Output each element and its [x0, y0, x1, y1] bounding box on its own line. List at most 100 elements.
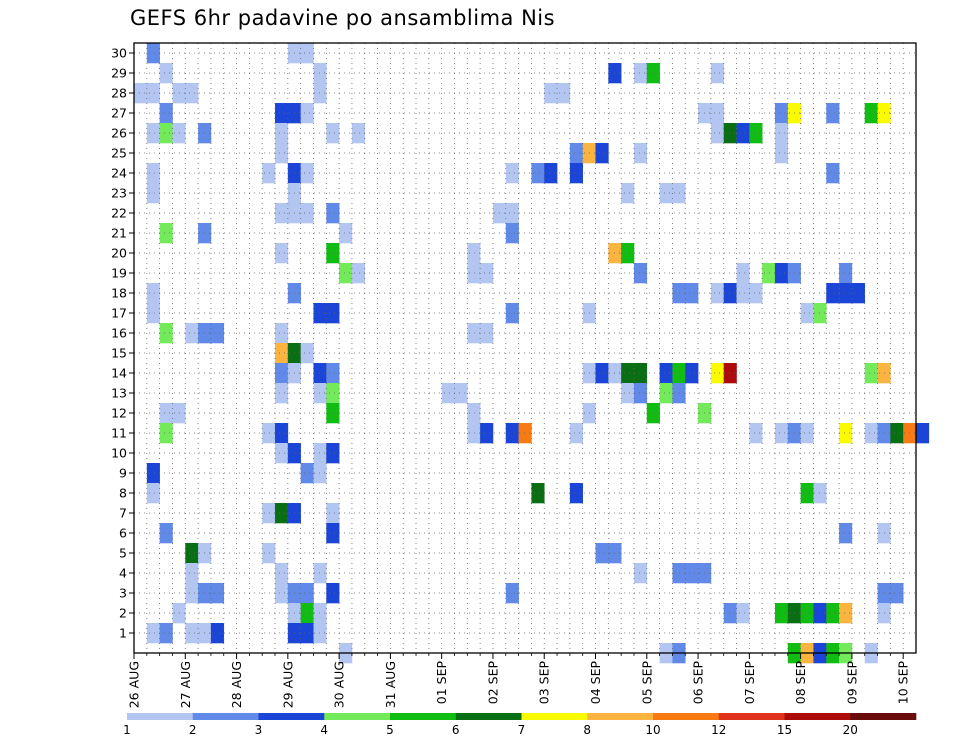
legend-swatch	[455, 713, 522, 720]
heatmap-cell	[300, 103, 314, 124]
heatmap-cell	[569, 483, 583, 504]
heatmap-cell	[800, 483, 814, 504]
heatmap-cell	[313, 563, 327, 584]
legend-label: 10	[645, 723, 660, 737]
heatmap-cell	[480, 263, 494, 284]
legend-label: 6	[452, 723, 460, 737]
heatmap-cell	[710, 283, 725, 304]
heatmap-cell	[826, 163, 840, 184]
heatmap-cell	[300, 163, 314, 184]
heatmap-cell	[633, 63, 648, 84]
heatmap-cell	[800, 603, 814, 624]
legend-swatch	[653, 713, 720, 720]
legend-label: 7	[518, 723, 526, 737]
heatmap-cell	[505, 203, 519, 224]
legend-swatch	[587, 713, 654, 720]
heatmap-cell	[672, 183, 686, 204]
heatmap-cell	[326, 583, 340, 604]
y-tick-label: 30	[111, 46, 127, 61]
heatmap-cell	[774, 103, 789, 124]
heatmap-cell	[569, 423, 583, 444]
heatmap-cell	[633, 143, 648, 164]
heatmap-cell	[531, 163, 545, 184]
heatmap-cell	[326, 523, 340, 544]
heatmap-cell	[300, 583, 314, 604]
heatmap-cell	[826, 603, 840, 624]
y-tick-label: 27	[111, 106, 127, 121]
y-tick-label: 9	[119, 466, 127, 481]
heatmap-cell	[313, 363, 327, 384]
heatmap-cell	[505, 303, 519, 324]
heatmap-cell	[326, 403, 340, 424]
heatmap-cell	[505, 423, 519, 444]
heatmap-cell	[146, 83, 160, 104]
heatmap-cell	[467, 263, 481, 284]
heatmap-cell	[185, 623, 199, 644]
legend-label: 20	[843, 723, 858, 737]
heatmap-cell	[326, 203, 340, 224]
legend-swatch	[390, 713, 457, 720]
legend-label: 12	[711, 723, 726, 737]
y-tick-label: 1	[119, 626, 127, 641]
y-tick-label: 25	[111, 146, 127, 161]
heatmap-cell	[672, 363, 686, 384]
x-tick-label: 28 AUG	[229, 661, 244, 708]
heatmap-cell	[505, 223, 519, 244]
heatmap-cell	[313, 303, 327, 324]
heatmap-cell	[480, 423, 494, 444]
heatmap-cell	[159, 123, 173, 144]
heatmap-cell	[659, 383, 673, 404]
y-tick-label: 4	[119, 566, 127, 581]
heatmap-cell	[185, 563, 199, 584]
x-tick-label: 03 SEP	[537, 661, 552, 705]
heatmap-cell	[146, 163, 160, 184]
heatmap-cell	[723, 123, 737, 144]
y-tick-label: 19	[111, 266, 127, 281]
heatmap-cell	[467, 243, 481, 264]
heatmap-cell	[159, 63, 173, 84]
heatmap-cell	[159, 103, 173, 124]
heatmap-cell	[685, 563, 699, 584]
heatmap-cell	[736, 123, 750, 144]
legend-swatch	[784, 713, 851, 720]
heatmap-cell	[326, 443, 340, 464]
heatmap-cell	[595, 543, 609, 564]
heatmap-cell	[275, 203, 289, 224]
heatmap-cell	[275, 443, 289, 464]
plot-frame	[133, 42, 917, 654]
heatmap-cell	[710, 363, 725, 384]
heatmap-cell	[544, 83, 558, 104]
heatmap-cell	[146, 123, 160, 144]
heatmap-cell	[839, 263, 853, 284]
heatmap-cell	[275, 363, 289, 384]
heatmap-cell	[710, 123, 725, 144]
heatmap-cell	[633, 263, 648, 284]
legend-label: 3	[255, 723, 263, 737]
heatmap-cell	[134, 83, 148, 104]
heatmap-cell	[275, 503, 289, 524]
heatmap-cell	[633, 363, 648, 384]
heatmap-cell	[300, 43, 314, 64]
heatmap-cell	[569, 163, 583, 184]
y-tick-label: 12	[111, 406, 127, 421]
heatmap-cell	[351, 123, 366, 144]
heatmap-cell	[300, 623, 314, 644]
y-tick-label: 17	[111, 306, 127, 321]
heatmap-cell	[762, 263, 776, 284]
heatmap-cell	[736, 263, 750, 284]
heatmap-cell	[262, 423, 276, 444]
plot-area	[134, 43, 916, 653]
heatmap-cell	[275, 423, 289, 444]
y-tick-label: 26	[111, 126, 127, 141]
heatmap-cell	[146, 623, 160, 644]
heatmap-cell	[326, 243, 340, 264]
heatmap-cell	[851, 283, 866, 304]
x-tick-label: 01 SEP	[434, 661, 449, 705]
heatmap-cell	[774, 263, 789, 284]
heatmap-cell	[351, 263, 366, 284]
y-tick-label: 13	[111, 386, 127, 401]
heatmap-cell	[672, 563, 686, 584]
heatmap-cell	[800, 423, 814, 444]
heatmap-cell	[800, 303, 814, 324]
y-tick-label: 14	[111, 366, 127, 381]
